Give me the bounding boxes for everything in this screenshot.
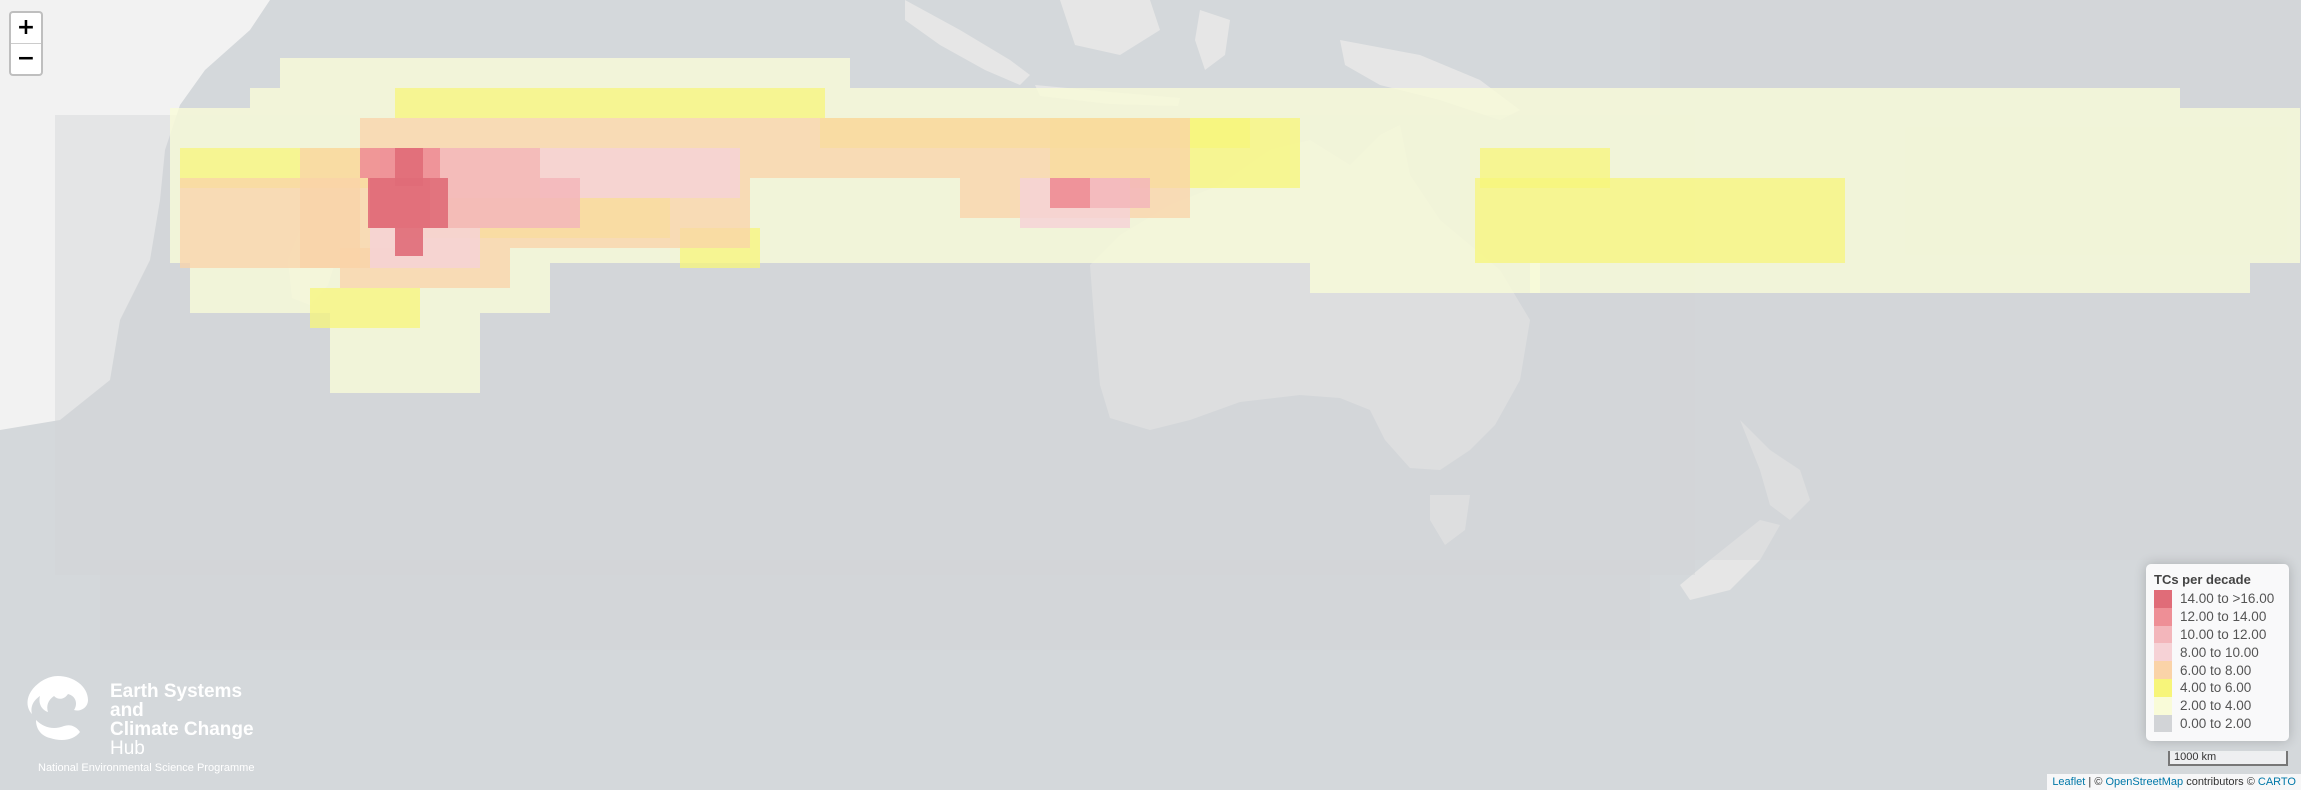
legend-swatch: [2154, 678, 2172, 697]
zoom-out-button[interactable]: −: [11, 43, 41, 74]
legend-swatch: [2154, 625, 2172, 644]
grid-cell: [1050, 178, 1090, 208]
logo-wordmark: Earth Systems and Climate Change Hub: [110, 682, 278, 758]
esclh-logo: Earth Systems and Climate Change Hub Natio…: [18, 670, 278, 780]
logo-line3: Hub: [110, 738, 145, 759]
legend-row: 4.00 to 6.00: [2154, 678, 2281, 697]
grid-cell: [368, 178, 448, 228]
grid-cell: [1475, 178, 1845, 263]
zoom-control: + −: [9, 11, 43, 76]
land-nz-north: [1740, 420, 1810, 520]
attribution: Leaflet | © OpenStreetMap contributors ©…: [2047, 774, 2301, 790]
logo-line1: Earth Systems and: [110, 681, 243, 721]
grid-cell: [280, 58, 850, 88]
legend-row: 8.00 to 10.00: [2154, 643, 2281, 662]
attribution-contributors: contributors ©: [2183, 776, 2258, 788]
grid-cell: [1530, 263, 2250, 293]
legend-label: 12.00 to 14.00: [2180, 609, 2267, 625]
land-borneo: [1060, 0, 1160, 55]
legend-label: 6.00 to 8.00: [2180, 662, 2252, 678]
legend-label: 0.00 to 2.00: [2180, 715, 2252, 731]
zoom-in-button[interactable]: +: [16, 15, 36, 40]
legend-row: 0.00 to 2.00: [2154, 714, 2281, 733]
legend: TCs per decade 14.00 to >16.00 12.00 to 1…: [2146, 564, 2289, 741]
legend-row: 6.00 to 8.00: [2154, 661, 2281, 679]
grid-cell: [370, 228, 480, 268]
legend-label: 10.00 to 12.00: [2180, 626, 2267, 642]
legend-label: 8.00 to 10.00: [2180, 644, 2259, 660]
legend-label: 2.00 to 4.00: [2180, 698, 2252, 714]
logo-mark-icon: [27, 676, 88, 740]
legend-swatch: [2154, 696, 2172, 715]
land-tasmania: [1430, 495, 1470, 545]
legend-label: 4.00 to 6.00: [2180, 680, 2252, 696]
land-africa: [0, 0, 270, 430]
grid-cell: [310, 288, 420, 328]
legend-swatch: [2154, 643, 2172, 662]
logo-subtitle: National Environmental Science Programme: [38, 762, 255, 774]
scale-bar: 1000 km: [2168, 751, 2288, 766]
grid-cell: [100, 560, 1650, 650]
carto-link[interactable]: CARTO: [2257, 776, 2296, 788]
grid-cell: [1310, 263, 1540, 293]
land-sulawesi: [1195, 10, 1230, 70]
leaflet-link[interactable]: Leaflet: [2052, 776, 2086, 788]
logo-line2: Climate Change: [110, 719, 254, 740]
legend-row: 12.00 to 14.00: [2154, 607, 2281, 626]
legend-row: 14.00 to >16.00: [2154, 590, 2281, 608]
legend-swatch: [2154, 661, 2172, 679]
grid-cell: [395, 88, 825, 118]
osm-link[interactable]: OpenStreetMap: [2105, 776, 2184, 788]
legend-swatch: [2154, 590, 2172, 608]
attribution-separator: | ©: [2085, 776, 2106, 788]
legend-row: 10.00 to 12.00: [2154, 625, 2281, 644]
legend-row: 2.00 to 4.00: [2154, 696, 2281, 715]
land-nz-south: [1680, 520, 1780, 600]
legend-swatch: [2154, 607, 2172, 626]
land-sumatra: [905, 0, 1030, 85]
legend-label: 14.00 to >16.00: [2180, 591, 2275, 607]
legend-swatch: [2154, 714, 2172, 733]
tc-density-grid: [55, 0, 2300, 650]
legend-title: TCs per decade: [2154, 572, 2251, 587]
grid-cell: [395, 228, 423, 256]
